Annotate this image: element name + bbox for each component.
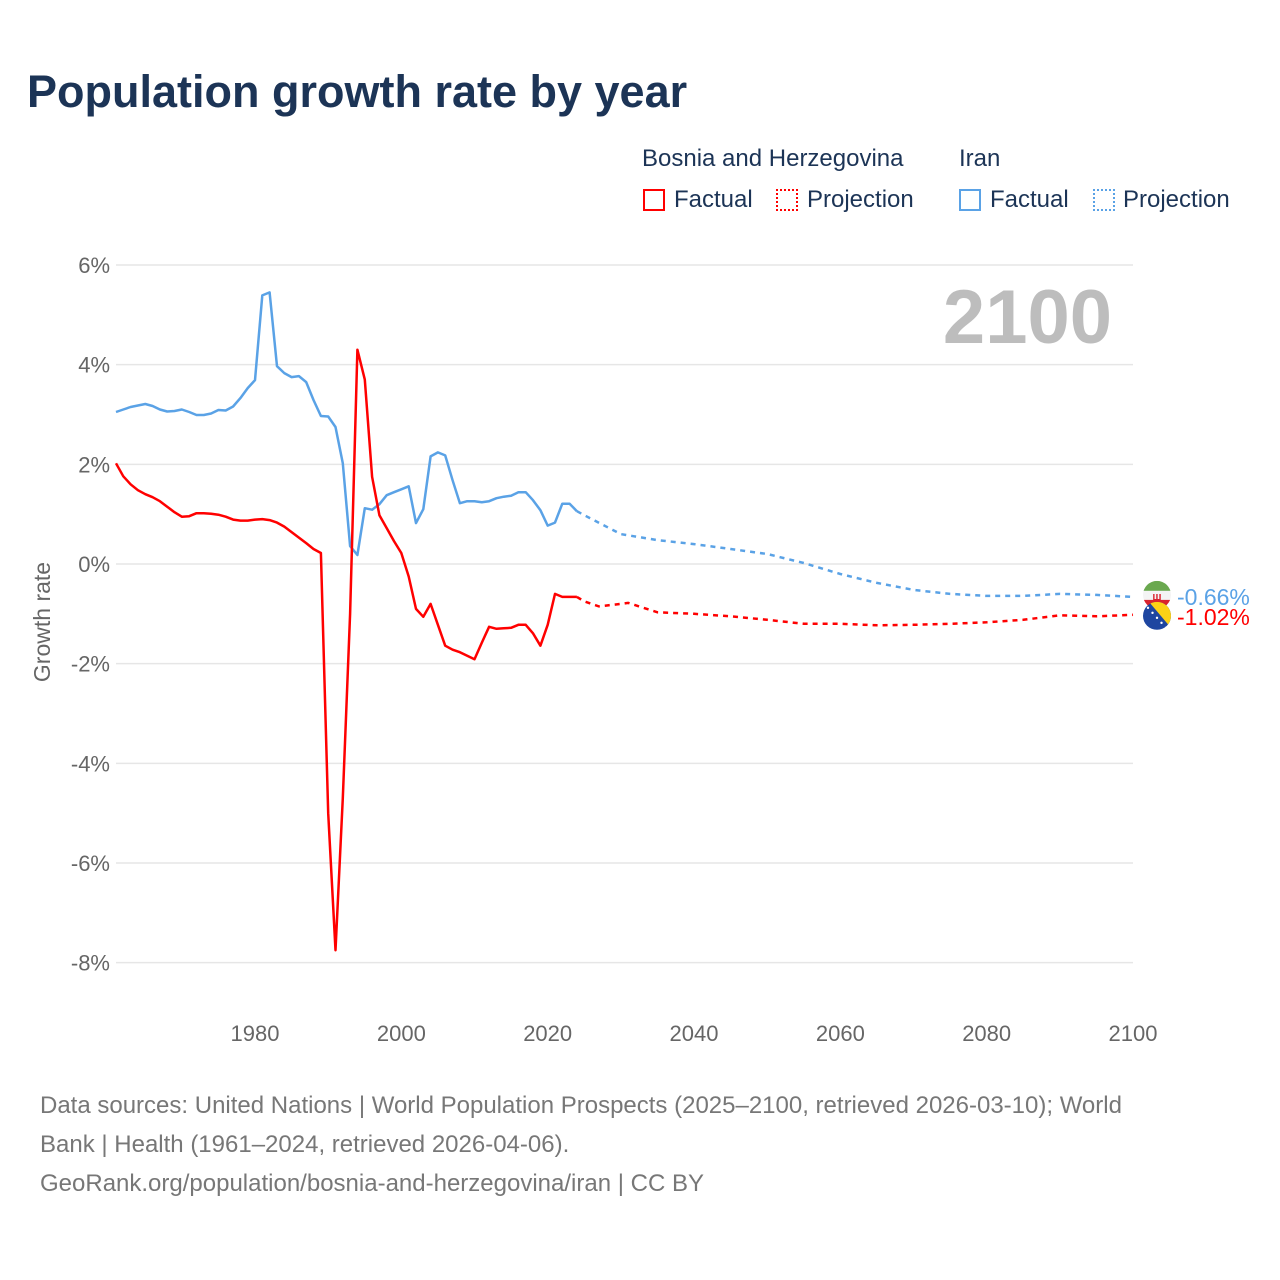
series-line-iran-factual: [115, 291, 578, 557]
x-tick-label: 2020: [523, 1021, 572, 1046]
y-tick-label: -2%: [71, 652, 110, 677]
end-label-bosnia: -1.02%: [1177, 604, 1250, 630]
legend-group-iran: Iran: [959, 145, 1001, 172]
flag-star: [1151, 611, 1154, 615]
y-tick-label: -8%: [71, 951, 110, 976]
y-tick-label: -6%: [71, 851, 110, 876]
y-tick-label: 6%: [78, 253, 110, 278]
legend-label-bosnia-projection: Projection: [807, 186, 914, 213]
legend-group-bosnia: Bosnia and Herzegovina: [642, 145, 904, 172]
x-tick-label: 2080: [962, 1021, 1011, 1046]
flag-star: [1155, 616, 1159, 620]
chart-title: Population growth rate by year: [27, 66, 688, 117]
flag-triangle-yellow: [1149, 601, 1171, 628]
x-tick-label: 2060: [816, 1021, 865, 1046]
flag-star: [1160, 621, 1163, 625]
y-tick-label: 4%: [78, 353, 110, 378]
flag-star: [1146, 606, 1150, 610]
chart-plot: 6% 4% 2% 0% -2% -4% -6% -8% 1980 2000 2020 2040 2060…: [29, 253, 1250, 1046]
y-tick-label: 0%: [78, 552, 110, 577]
footer-sources-line1: Data sources: United Nations | World Pop…: [40, 1092, 1122, 1119]
flag-emblem: ш: [1152, 591, 1161, 603]
legend-label-iran-factual: Factual: [990, 186, 1069, 213]
year-display: 2100: [943, 275, 1112, 360]
legend-swatch-iran-factual: [959, 189, 981, 211]
flag-stripe-green: [1143, 580, 1171, 591]
bosnia-flag-body: [1143, 601, 1171, 630]
series-line-iran-projection: [576, 510, 1134, 599]
flag-stripe-white: [1143, 590, 1171, 600]
x-tick-label: 2000: [377, 1021, 426, 1046]
y-tick-label: -4%: [71, 751, 110, 776]
legend-label-iran-projection: Projection: [1123, 186, 1230, 213]
y-axis-label: Growth rate: [29, 562, 55, 682]
y-tick-label: 2%: [78, 452, 110, 477]
x-tick-label: 1980: [231, 1021, 280, 1046]
end-label-iran: -0.66%: [1177, 584, 1250, 610]
footer-sources-line2: Bank | Health (1961–2024, retrieved 2026…: [40, 1131, 570, 1158]
legend-swatch-bosnia-projection: [776, 189, 798, 211]
series-line-bosnia-factual: [114, 348, 577, 952]
x-tick-label: 2040: [670, 1021, 719, 1046]
legend-swatch-bosnia-factual: [643, 189, 665, 211]
bosnia-flag-icon: [1143, 601, 1171, 630]
x-tick-label: 2100: [1109, 1021, 1158, 1046]
series-line-bosnia-projection: [576, 595, 1134, 627]
footer-url[interactable]: GeoRank.org/population/bosnia-and-herzeg…: [40, 1170, 704, 1197]
legend-swatch-iran-projection: [1093, 189, 1115, 211]
legend-label-bosnia-factual: Factual: [674, 186, 753, 213]
flag-star: [1164, 626, 1168, 630]
